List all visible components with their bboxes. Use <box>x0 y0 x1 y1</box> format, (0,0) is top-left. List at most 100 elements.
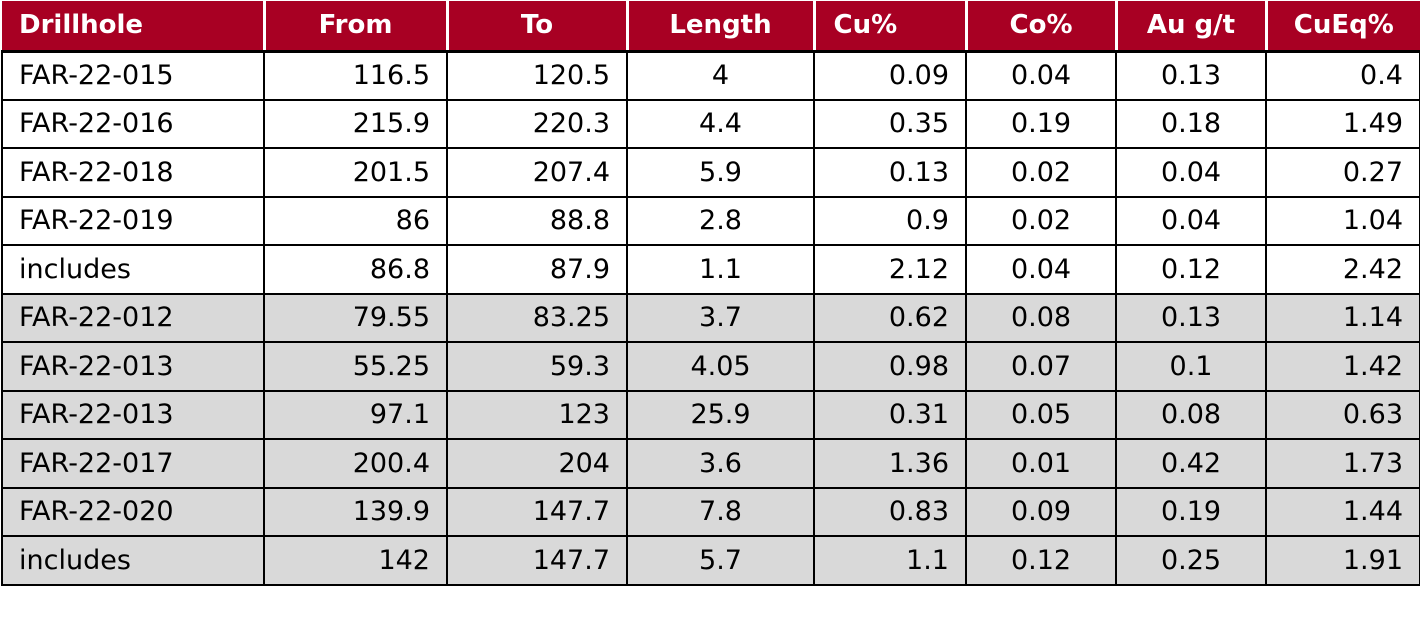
table-row: includes 86.8 87.9 1.1 2.12 0.04 0.12 2.42 <box>1 244 1420 295</box>
cell-length: 5.7 <box>626 535 815 586</box>
cell-co-percent: 0.19 <box>965 98 1117 149</box>
table-row: FAR-22-015 116.5 120.5 4 0.09 0.04 0.13 0.4 <box>1 50 1420 101</box>
cell-cu-percent: 0.83 <box>813 486 967 537</box>
cell-cu-percent: 1.1 <box>813 535 967 586</box>
cell-cu-percent: 0.98 <box>813 341 967 392</box>
cell-to: 88.8 <box>446 195 628 246</box>
cell-from: 200.4 <box>263 438 448 489</box>
cell-co-percent: 0.02 <box>965 147 1117 198</box>
cell-to: 120.5 <box>446 50 628 101</box>
cell-cu-percent: 0.13 <box>813 147 967 198</box>
cell-to: 147.7 <box>446 535 628 586</box>
cell-co-percent: 0.01 <box>965 438 1117 489</box>
cell-drillhole: FAR-22-019 <box>1 195 265 246</box>
cell-cueq-percent: 1.49 <box>1265 98 1420 149</box>
cell-au-gpt: 0.18 <box>1115 98 1267 149</box>
table-row: includes 142 147.7 5.7 1.1 0.12 0.25 1.91 <box>1 535 1420 586</box>
cell-co-percent: 0.12 <box>965 535 1117 586</box>
cell-to: 87.9 <box>446 244 628 295</box>
cell-cu-percent: 1.36 <box>813 438 967 489</box>
cell-drillhole: FAR-22-012 <box>1 292 265 343</box>
cell-cu-percent: 0.09 <box>813 50 967 101</box>
cell-from: 86 <box>263 195 448 246</box>
cell-length: 4.4 <box>626 98 815 149</box>
cell-from: 139.9 <box>263 486 448 537</box>
header-length: Length <box>625 1 816 53</box>
cell-cu-percent: 2.12 <box>813 244 967 295</box>
cell-au-gpt: 0.1 <box>1115 341 1267 392</box>
cell-drillhole: FAR-22-017 <box>1 438 265 489</box>
cell-drillhole: FAR-22-020 <box>1 486 265 537</box>
table-header: Drillhole From To Length Cu% Co% Au g/t … <box>2 1 1420 53</box>
cell-from: 201.5 <box>263 147 448 198</box>
table-row: FAR-22-020 139.9 147.7 7.8 0.83 0.09 0.19 1.44 <box>1 486 1420 537</box>
cell-co-percent: 0.02 <box>965 195 1117 246</box>
cell-drillhole: FAR-22-016 <box>1 98 265 149</box>
cell-from: 142 <box>263 535 448 586</box>
cell-from: 215.9 <box>263 98 448 149</box>
cell-au-gpt: 0.25 <box>1115 535 1267 586</box>
header-cueq-percent: CuEq% <box>1264 1 1420 53</box>
cell-co-percent: 0.08 <box>965 292 1117 343</box>
cell-cueq-percent: 0.4 <box>1265 50 1420 101</box>
cell-from: 55.25 <box>263 341 448 392</box>
cell-au-gpt: 0.19 <box>1115 486 1267 537</box>
cell-cueq-percent: 1.73 <box>1265 438 1420 489</box>
drillhole-results-table: Drillhole From To Length Cu% Co% Au g/t … <box>1 1 1420 586</box>
cell-length: 4.05 <box>626 341 815 392</box>
header-row: Drillhole From To Length Cu% Co% Au g/t … <box>2 1 1420 53</box>
cell-length: 4 <box>626 50 815 101</box>
cell-drillhole: FAR-22-018 <box>1 147 265 198</box>
cell-cu-percent: 0.9 <box>813 195 967 246</box>
table-row: FAR-22-012 79.55 83.25 3.7 0.62 0.08 0.13 1.14 <box>1 292 1420 343</box>
header-from: From <box>262 1 449 53</box>
cell-au-gpt: 0.08 <box>1115 389 1267 440</box>
table-row: FAR-22-013 55.25 59.3 4.05 0.98 0.07 0.1 1.42 <box>1 341 1420 392</box>
cell-drillhole: FAR-22-015 <box>1 50 265 101</box>
cell-length: 7.8 <box>626 486 815 537</box>
header-co-percent: Co% <box>964 1 1118 53</box>
cell-co-percent: 0.07 <box>965 341 1117 392</box>
cell-drillhole: FAR-22-013 <box>1 341 265 392</box>
cell-cueq-percent: 0.27 <box>1265 147 1420 198</box>
cell-from: 86.8 <box>263 244 448 295</box>
table-row: FAR-22-017 200.4 204 3.6 1.36 0.01 0.42 1.73 <box>1 438 1420 489</box>
cell-to: 83.25 <box>446 292 628 343</box>
cell-to: 147.7 <box>446 486 628 537</box>
header-cu-percent: Cu% <box>812 1 968 53</box>
cell-cueq-percent: 2.42 <box>1265 244 1420 295</box>
cell-to: 207.4 <box>446 147 628 198</box>
header-to: To <box>445 1 629 53</box>
cell-length: 1.1 <box>626 244 815 295</box>
cell-au-gpt: 0.42 <box>1115 438 1267 489</box>
cell-from: 79.55 <box>263 292 448 343</box>
table-row: FAR-22-013 97.1 123 25.9 0.31 0.05 0.08 0.63 <box>1 389 1420 440</box>
header-drillhole: Drillhole <box>2 1 266 53</box>
cell-length: 25.9 <box>626 389 815 440</box>
cell-length: 2.8 <box>626 195 815 246</box>
cell-cu-percent: 0.31 <box>813 389 967 440</box>
drillhole-results-table-container: Drillhole From To Length Cu% Co% Au g/t … <box>1 1 1420 586</box>
table-row: FAR-22-018 201.5 207.4 5.9 0.13 0.02 0.04 0.27 <box>1 147 1420 198</box>
cell-from: 116.5 <box>263 50 448 101</box>
table-body: FAR-22-015 116.5 120.5 4 0.09 0.04 0.13 0.4 FAR-… <box>1 50 1420 586</box>
cell-au-gpt: 0.13 <box>1115 50 1267 101</box>
cell-to: 204 <box>446 438 628 489</box>
cell-drillhole: FAR-22-013 <box>1 389 265 440</box>
cell-au-gpt: 0.04 <box>1115 147 1267 198</box>
cell-co-percent: 0.09 <box>965 486 1117 537</box>
cell-co-percent: 0.05 <box>965 389 1117 440</box>
cell-drillhole: includes <box>1 244 265 295</box>
table-row: FAR-22-016 215.9 220.3 4.4 0.35 0.19 0.18 1.49 <box>1 98 1420 149</box>
table-row: FAR-22-019 86 88.8 2.8 0.9 0.02 0.04 1.04 <box>1 195 1420 246</box>
cell-au-gpt: 0.04 <box>1115 195 1267 246</box>
cell-co-percent: 0.04 <box>965 244 1117 295</box>
cell-length: 3.7 <box>626 292 815 343</box>
cell-to: 59.3 <box>446 341 628 392</box>
cell-co-percent: 0.04 <box>965 50 1117 101</box>
cell-from: 97.1 <box>263 389 448 440</box>
cell-to: 123 <box>446 389 628 440</box>
cell-cueq-percent: 0.63 <box>1265 389 1420 440</box>
cell-au-gpt: 0.12 <box>1115 244 1267 295</box>
header-au-gpt: Au g/t <box>1114 1 1268 53</box>
